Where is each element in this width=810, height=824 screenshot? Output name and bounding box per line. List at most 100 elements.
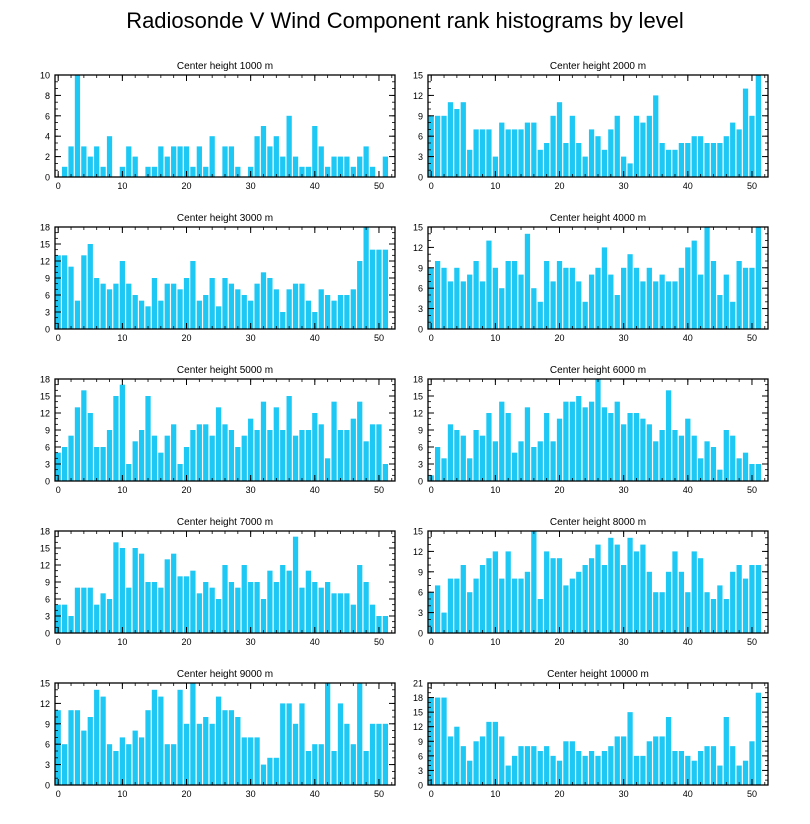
bar xyxy=(595,544,601,633)
bar xyxy=(68,616,74,633)
bar xyxy=(331,401,337,481)
bar xyxy=(286,570,292,633)
bar xyxy=(363,146,369,177)
x-tick-label: 50 xyxy=(747,333,757,343)
bar xyxy=(755,565,762,633)
bar xyxy=(473,129,479,177)
x-tick-label: 50 xyxy=(374,789,384,799)
panel-title: Center height 6000 m xyxy=(550,365,646,376)
x-tick-label: 0 xyxy=(56,181,61,191)
bar xyxy=(685,247,691,329)
x-tick-label: 20 xyxy=(182,789,192,799)
bar xyxy=(100,696,106,785)
panel-title: Center height 2000 m xyxy=(550,61,646,72)
bar xyxy=(569,578,575,633)
page-title: Radiosonde V Wind Component rank histogr… xyxy=(126,8,684,33)
bar xyxy=(196,723,202,785)
bar xyxy=(633,413,640,481)
bar xyxy=(640,544,646,633)
bar xyxy=(344,430,350,481)
bar xyxy=(588,401,595,481)
bar xyxy=(126,146,132,177)
bar xyxy=(640,122,646,177)
x-tick-label: 10 xyxy=(490,789,500,799)
y-tick-label: 3 xyxy=(45,308,50,318)
x-tick-label: 20 xyxy=(555,789,565,799)
y-tick-label: 15 xyxy=(413,392,423,402)
bar xyxy=(369,166,376,177)
y-tick-label: 12 xyxy=(40,409,50,419)
bar xyxy=(222,424,228,481)
bar xyxy=(145,582,151,633)
y-tick-label: 9 xyxy=(45,578,50,588)
bar xyxy=(254,582,260,633)
bar xyxy=(582,156,588,177)
bar xyxy=(595,755,601,785)
y-tick-label: 9 xyxy=(45,426,50,436)
bar xyxy=(171,283,177,329)
bar xyxy=(665,571,672,633)
x-tick-label: 20 xyxy=(555,637,565,647)
y-tick-label: 0 xyxy=(45,173,50,183)
bar xyxy=(299,703,305,785)
bar xyxy=(454,109,460,177)
bar xyxy=(569,741,575,785)
bar xyxy=(524,746,531,785)
panel-title: Center height 1000 m xyxy=(177,61,273,72)
bar xyxy=(704,441,710,481)
x-tick-label: 0 xyxy=(429,485,434,495)
bar xyxy=(228,710,235,785)
bar xyxy=(267,757,273,785)
bar xyxy=(280,156,286,177)
bar xyxy=(704,746,710,785)
y-tick-label: 3 xyxy=(45,612,50,622)
bar xyxy=(325,683,331,785)
bar xyxy=(87,587,93,633)
bar xyxy=(505,129,511,177)
bar xyxy=(177,289,183,329)
bar xyxy=(556,261,563,329)
x-tick-label: 10 xyxy=(490,485,500,495)
bar xyxy=(563,741,569,785)
x-tick-label: 30 xyxy=(246,181,256,191)
bar xyxy=(61,166,68,177)
bar xyxy=(441,612,447,633)
bar xyxy=(665,390,672,481)
bar xyxy=(563,267,569,329)
bar xyxy=(151,689,158,785)
bar xyxy=(190,261,196,329)
y-tick-label: 15 xyxy=(413,223,423,233)
bar xyxy=(473,578,479,633)
bar xyxy=(138,300,145,329)
bar xyxy=(492,267,498,329)
bar xyxy=(627,537,633,633)
bar xyxy=(94,689,100,785)
y-tick-label: 6 xyxy=(418,132,423,142)
bar xyxy=(698,751,704,785)
bar xyxy=(382,723,389,785)
y-tick-label: 6 xyxy=(45,595,50,605)
bar xyxy=(331,751,337,785)
bar xyxy=(505,261,511,329)
bar xyxy=(653,736,659,785)
bar xyxy=(286,396,292,481)
bar xyxy=(486,129,492,177)
bar xyxy=(499,578,505,633)
bar xyxy=(106,136,113,177)
bar xyxy=(305,300,312,329)
bar xyxy=(286,115,292,177)
bar xyxy=(132,441,138,481)
bar xyxy=(280,312,286,329)
bar xyxy=(292,435,299,481)
bar xyxy=(576,396,582,481)
panel-title: Center height 8000 m xyxy=(550,517,646,528)
bar xyxy=(325,166,331,177)
y-tick-label: 3 xyxy=(45,460,50,470)
bar xyxy=(537,751,543,785)
bar xyxy=(441,697,447,785)
bar xyxy=(74,75,81,177)
y-tick-label: 3 xyxy=(418,766,423,776)
bar xyxy=(588,129,595,177)
bar xyxy=(479,281,486,329)
